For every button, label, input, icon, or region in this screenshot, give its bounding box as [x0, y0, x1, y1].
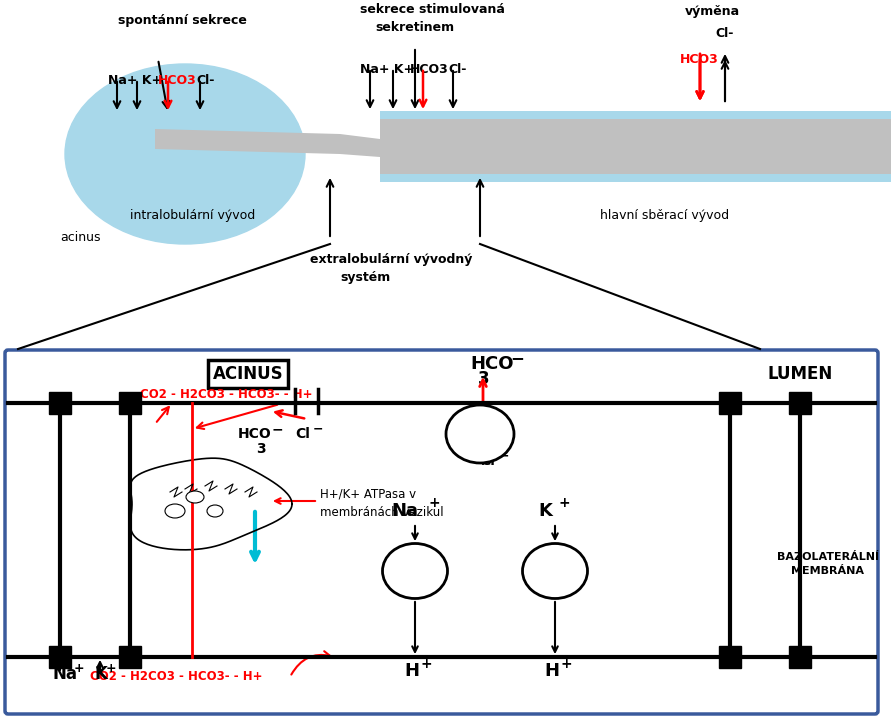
- Polygon shape: [380, 119, 891, 174]
- Text: 3: 3: [478, 370, 490, 388]
- Text: sekrece stimulovaná: sekrece stimulovaná: [360, 3, 505, 16]
- Ellipse shape: [186, 491, 204, 503]
- Text: extralobulární vývodný: extralobulární vývodný: [310, 253, 472, 266]
- FancyBboxPatch shape: [5, 350, 878, 714]
- Text: −: −: [313, 423, 323, 436]
- Text: K: K: [95, 665, 108, 683]
- Ellipse shape: [522, 544, 587, 598]
- Text: CO2 - H2CO3 - HCO3- - H+: CO2 - H2CO3 - HCO3- - H+: [90, 671, 263, 684]
- Text: Cl-: Cl-: [715, 27, 733, 40]
- Text: Na: Na: [391, 502, 419, 520]
- Text: Na+ K+: Na+ K+: [108, 74, 162, 87]
- Text: H+/K+ ATPasa v: H+/K+ ATPasa v: [320, 487, 416, 500]
- Text: Cl-: Cl-: [196, 74, 215, 87]
- Ellipse shape: [446, 405, 514, 463]
- Text: −: −: [272, 422, 283, 436]
- Bar: [119, 392, 141, 414]
- Text: acinus: acinus: [60, 231, 101, 244]
- Text: intralobulární vývod: intralobulární vývod: [130, 209, 255, 222]
- Bar: [719, 392, 741, 414]
- Text: Na: Na: [52, 665, 77, 683]
- Text: CO2 - H2CO3 - HCO3- - H+: CO2 - H2CO3 - HCO3- - H+: [140, 388, 313, 400]
- Bar: [789, 646, 811, 668]
- Bar: [789, 392, 811, 414]
- Ellipse shape: [65, 64, 305, 244]
- Bar: [119, 646, 141, 668]
- Text: LUMEN: LUMEN: [767, 365, 832, 383]
- Text: BAZOLATERÁLNÍ
MEMBRÁNA: BAZOLATERÁLNÍ MEMBRÁNA: [777, 552, 879, 576]
- Polygon shape: [155, 129, 420, 159]
- Text: Na+ K+: Na+ K+: [360, 63, 414, 76]
- Text: +: +: [428, 496, 439, 510]
- Text: +: +: [559, 496, 570, 510]
- Text: K: K: [538, 502, 552, 520]
- Text: Cl: Cl: [295, 427, 310, 441]
- Text: +: +: [106, 662, 117, 675]
- Bar: [49, 392, 71, 414]
- Text: systém: systém: [340, 271, 390, 284]
- Text: −: −: [510, 349, 524, 367]
- Text: +: +: [74, 662, 85, 675]
- Text: 3: 3: [256, 442, 266, 456]
- Text: −: −: [499, 449, 510, 462]
- Text: H: H: [544, 662, 559, 680]
- Text: H: H: [404, 662, 419, 680]
- Text: spontánní sekrece: spontánní sekrece: [118, 14, 247, 27]
- Ellipse shape: [207, 505, 223, 517]
- Polygon shape: [380, 111, 891, 119]
- Text: HCO: HCO: [238, 427, 272, 441]
- Text: membránách vezikul: membránách vezikul: [320, 505, 444, 518]
- Ellipse shape: [382, 544, 447, 598]
- Text: HCO: HCO: [470, 355, 513, 373]
- Text: hlavní sběrací vývod: hlavní sběrací vývod: [600, 209, 729, 222]
- Text: HCO3: HCO3: [680, 53, 719, 66]
- Text: ACINUS: ACINUS: [213, 365, 283, 383]
- Bar: [49, 646, 71, 668]
- Ellipse shape: [165, 504, 185, 518]
- Polygon shape: [380, 174, 891, 182]
- Text: Cl: Cl: [480, 454, 495, 468]
- Text: Cl-: Cl-: [448, 63, 466, 76]
- Text: HCO3: HCO3: [410, 63, 449, 76]
- Text: HCO3: HCO3: [158, 74, 197, 87]
- Bar: [719, 646, 741, 668]
- Text: +: +: [560, 657, 572, 671]
- Text: sekretinem: sekretinem: [375, 21, 454, 34]
- Text: výměna: výměna: [685, 5, 740, 18]
- Text: +: +: [420, 657, 431, 671]
